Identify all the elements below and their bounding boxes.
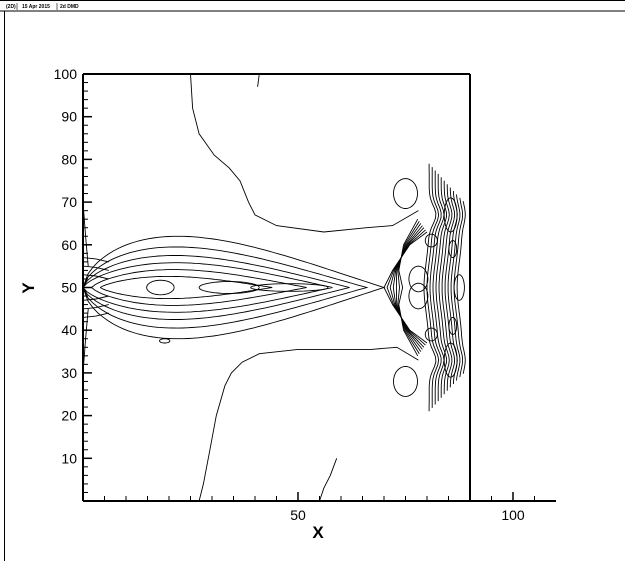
header-title: 2d DMD — [60, 4, 79, 10]
outer-contour-bottom-stub — [319, 458, 338, 502]
island-contour — [408, 282, 429, 310]
tick-labels: 10 20 30 40 50 60 70 80 90 100 50 100 — [54, 66, 525, 523]
y-tick-label: 100 — [54, 66, 78, 82]
outer-contour-upper — [190, 73, 419, 233]
jet-cell-contour — [146, 279, 175, 296]
wall-contour — [429, 170, 442, 405]
contour-field — [82, 73, 471, 502]
x-tick-label: 50 — [290, 507, 306, 523]
inlet-contour-upper — [82, 274, 109, 280]
inlet-contour-lower — [82, 295, 109, 301]
wall-contour — [447, 190, 458, 385]
axes — [82, 73, 556, 502]
shock-contour — [397, 221, 420, 354]
jet-contour-2 — [82, 246, 369, 329]
jet-contour-4 — [82, 262, 333, 313]
y-tick-label: 80 — [61, 151, 77, 167]
inlet-contour-lower — [82, 312, 109, 318]
y-tick-label: 70 — [61, 194, 77, 210]
island-contour — [408, 265, 429, 293]
jet-contour-3 — [82, 255, 350, 320]
jet-cell-contour — [198, 281, 260, 294]
shock-contour — [386, 229, 426, 346]
shock-contour — [392, 225, 423, 350]
outer-contour-top-stub — [257, 73, 260, 87]
wall-cell-contour — [448, 316, 458, 335]
tick-marks — [83, 73, 535, 501]
x-axis-title: X — [312, 523, 324, 542]
wall-contour — [435, 177, 447, 398]
y-tick-label: 20 — [61, 408, 77, 424]
island-contour — [159, 338, 171, 344]
inlet-contour-upper — [82, 257, 109, 263]
y-tick-label: 60 — [61, 237, 77, 253]
y-axis-title: Y — [19, 282, 38, 294]
jet-contour-1 — [82, 235, 386, 340]
island-contour — [393, 366, 418, 397]
y-tick-label: 50 — [61, 280, 77, 296]
header-mode: (2D) — [6, 4, 16, 10]
y-tick-label: 10 — [61, 450, 77, 466]
shock-contour — [383, 231, 428, 344]
jet-cell-contour — [250, 283, 329, 292]
wall-contour — [426, 167, 440, 408]
wall-contour — [450, 194, 461, 381]
wall-contour — [432, 173, 445, 402]
wall-cell-contour — [443, 342, 458, 378]
y-tick-label: 40 — [61, 322, 77, 338]
header-date: 15 Apr 2015 — [22, 4, 50, 10]
wall-cell-contour — [443, 197, 458, 233]
wall-contour — [423, 163, 437, 412]
y-tick-label: 90 — [61, 109, 77, 125]
wall-contour — [441, 184, 453, 391]
y-tick-label: 30 — [61, 365, 77, 381]
inlet-contour-lower — [82, 304, 109, 310]
island-contour — [393, 178, 418, 209]
wall-contour — [456, 201, 466, 374]
shock-contour — [389, 227, 425, 348]
wall-contour — [444, 187, 456, 388]
wall-cell-contour — [448, 240, 458, 259]
wall-cell-contour — [453, 274, 465, 301]
inlet-contour-upper — [82, 265, 109, 271]
shock-contour — [398, 218, 419, 357]
outer-contour-lower — [198, 346, 419, 502]
jet-contour-5 — [91, 269, 307, 306]
jet-contour-6 — [99, 275, 273, 300]
x-tick-label: 100 — [501, 507, 525, 523]
shock-contour — [395, 223, 422, 352]
wall-contour — [438, 180, 450, 395]
